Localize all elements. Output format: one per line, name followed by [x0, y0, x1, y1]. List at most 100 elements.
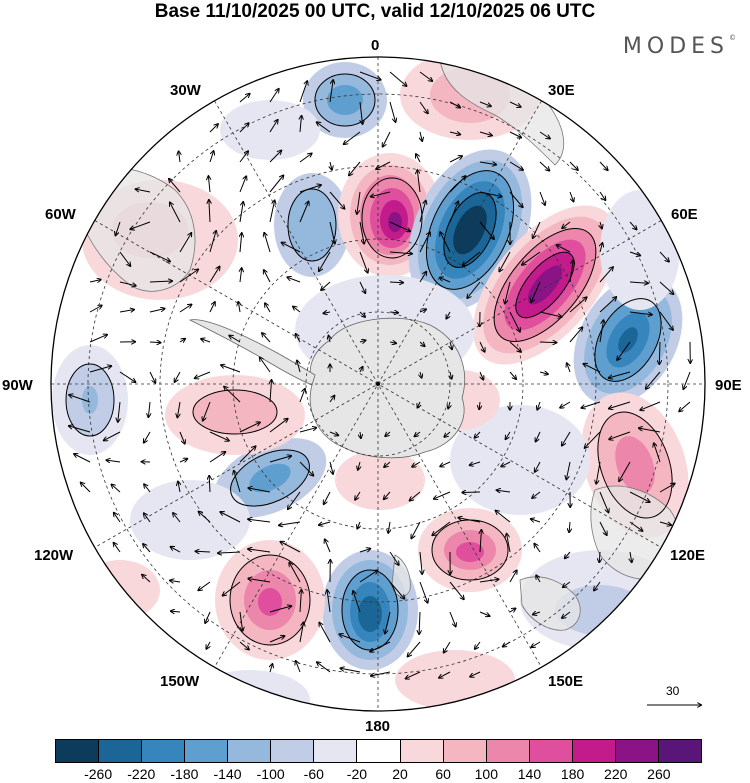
wind-vector	[201, 339, 211, 342]
brand-mark: ©	[729, 34, 736, 42]
wind-vector	[269, 89, 279, 103]
wind-vector	[509, 341, 521, 352]
wind-vector	[262, 333, 271, 343]
wind-vector	[418, 401, 421, 408]
wind-vector	[419, 581, 428, 603]
lon-label-90w: 90W	[2, 377, 33, 394]
wind-vector	[149, 281, 172, 282]
wind-vector	[359, 251, 368, 273]
wind-vector	[74, 454, 91, 463]
wind-vector	[659, 281, 673, 294]
wind-vector	[209, 267, 220, 283]
wind-vector	[584, 364, 601, 373]
wind-vector	[317, 122, 331, 133]
wind-vector	[419, 611, 420, 634]
wind-vector	[195, 371, 211, 378]
wind-vector	[629, 491, 650, 502]
wind-vector	[467, 281, 481, 298]
wind-vector	[179, 459, 187, 462]
wind-vector	[289, 563, 301, 583]
wind-vector	[248, 519, 271, 523]
wind-vector	[329, 461, 333, 474]
wind-vector	[218, 552, 241, 553]
colorbar-cell	[142, 740, 186, 762]
wind-vector	[619, 461, 631, 481]
wind-vector	[479, 191, 502, 197]
wind-vector	[566, 461, 571, 479]
colorbar-tick-label: 140	[517, 766, 542, 782]
wind-vector	[569, 161, 578, 170]
wind-vector	[507, 534, 511, 553]
wind-vector	[449, 132, 460, 135]
wind-vector	[329, 191, 344, 209]
modes-logo: MODES©	[623, 34, 736, 59]
wind-vector	[114, 513, 121, 523]
wind-vector	[269, 120, 278, 133]
wind-vector	[269, 201, 275, 223]
wind-vector	[475, 431, 481, 438]
wind-vector	[509, 311, 520, 332]
wind-vector	[537, 401, 540, 410]
colorbar-cell	[99, 740, 143, 762]
wind-vector	[449, 581, 464, 599]
wind-vector	[420, 131, 422, 141]
wind-vector	[327, 590, 331, 613]
wind-vector	[144, 484, 151, 493]
wind-vector	[107, 460, 121, 462]
wind-vector	[239, 446, 256, 463]
wind-vector	[479, 101, 491, 106]
wind-vector	[419, 309, 426, 312]
wind-vector	[440, 232, 451, 253]
lon-label-60w: 60W	[45, 206, 76, 223]
wind-vector	[432, 521, 451, 535]
wind-vector	[499, 251, 511, 271]
colorbar-cell	[357, 740, 401, 762]
wind-vector	[496, 511, 511, 523]
wind-vector	[629, 221, 637, 229]
wind-vector	[532, 491, 541, 498]
colorbar-cell	[529, 740, 573, 762]
colorbar-cell	[400, 740, 444, 762]
map-title: Base 11/10/2025 00 UTC, valid 12/10/2025…	[154, 1, 596, 22]
wind-vector	[209, 302, 215, 313]
wind-vector	[119, 281, 136, 286]
wind-vector	[130, 221, 151, 229]
colorbar-tick-label: 100	[474, 766, 499, 782]
wind-vector	[449, 101, 460, 108]
colorbar-cell	[443, 740, 487, 762]
wind-vector	[299, 154, 312, 163]
wind-vector	[179, 305, 191, 313]
wind-vector	[444, 431, 451, 437]
wind-vector	[501, 461, 511, 466]
wind-vector	[506, 431, 511, 439]
wind-vector	[239, 94, 250, 103]
wind-vector	[600, 243, 602, 253]
wind-vector	[389, 312, 398, 313]
wind-vector	[81, 483, 91, 493]
wind-vector	[209, 452, 225, 463]
wind-vector	[419, 71, 432, 81]
wind-vector	[149, 342, 161, 343]
wind-vector	[300, 116, 302, 133]
wind-vector	[659, 311, 673, 330]
wind-vector	[173, 513, 181, 523]
wind-vector	[114, 543, 121, 553]
wind-vector	[299, 461, 313, 476]
colorbar-tick-label: -20	[346, 766, 368, 782]
wind-vector	[119, 310, 134, 312]
wind-vector	[199, 512, 211, 523]
wind-vector	[419, 101, 428, 113]
wind-vector	[534, 544, 541, 553]
wind-vector	[419, 232, 430, 253]
wind-vector	[69, 426, 91, 433]
wind-vector	[224, 387, 241, 403]
wind-vector	[600, 221, 602, 228]
wind-vector	[411, 521, 421, 538]
colorbar-cell	[228, 740, 272, 762]
colorbar-cell	[314, 740, 358, 762]
wind-vector	[531, 641, 541, 647]
wind-vector	[319, 251, 331, 271]
wind-vector	[406, 671, 421, 679]
lon-label-60e: 60E	[671, 206, 698, 223]
